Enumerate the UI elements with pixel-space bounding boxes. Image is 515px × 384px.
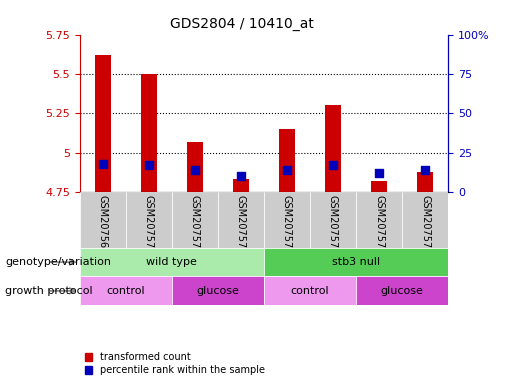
Text: wild type: wild type (146, 257, 197, 267)
Text: glucose: glucose (196, 286, 239, 296)
FancyBboxPatch shape (126, 192, 172, 248)
Bar (417, 172, 433, 192)
Text: control: control (290, 286, 329, 296)
FancyBboxPatch shape (218, 192, 264, 248)
FancyBboxPatch shape (356, 192, 402, 248)
Text: GSM207572: GSM207572 (236, 195, 246, 254)
Legend: transformed count, percentile rank within the sample: transformed count, percentile rank withi… (84, 353, 265, 375)
Point (375, 170, 383, 176)
Bar (187, 142, 203, 192)
Text: glucose: glucose (381, 286, 423, 296)
FancyBboxPatch shape (172, 192, 218, 248)
Bar (279, 129, 295, 192)
FancyBboxPatch shape (264, 276, 356, 305)
FancyBboxPatch shape (264, 248, 448, 276)
Bar (325, 106, 341, 192)
Point (99, 161, 107, 167)
FancyBboxPatch shape (80, 192, 126, 248)
Text: GSM207570: GSM207570 (144, 195, 154, 254)
Point (283, 167, 291, 173)
Text: stb3 null: stb3 null (332, 257, 380, 267)
FancyBboxPatch shape (80, 248, 264, 276)
FancyBboxPatch shape (172, 276, 264, 305)
FancyBboxPatch shape (264, 192, 310, 248)
Bar (141, 74, 157, 192)
Point (191, 167, 199, 173)
Text: GSM207569: GSM207569 (98, 195, 108, 254)
Text: GSM207575: GSM207575 (374, 195, 384, 254)
Text: GDS2804 / 10410_at: GDS2804 / 10410_at (170, 17, 314, 31)
Text: GSM207573: GSM207573 (282, 195, 292, 254)
Text: control: control (107, 286, 145, 296)
Text: GSM207574: GSM207574 (328, 195, 338, 254)
Text: genotype/variation: genotype/variation (5, 257, 111, 267)
FancyBboxPatch shape (356, 276, 448, 305)
Bar (95, 55, 111, 192)
Point (145, 162, 153, 168)
Point (329, 162, 337, 168)
FancyBboxPatch shape (80, 276, 172, 305)
FancyBboxPatch shape (310, 192, 356, 248)
Point (421, 167, 429, 173)
Text: GSM207571: GSM207571 (190, 195, 200, 254)
Bar (233, 179, 249, 192)
Text: GSM207576: GSM207576 (420, 195, 430, 254)
Bar (371, 181, 387, 192)
FancyBboxPatch shape (402, 192, 448, 248)
Point (237, 173, 245, 179)
Text: growth protocol: growth protocol (5, 286, 93, 296)
